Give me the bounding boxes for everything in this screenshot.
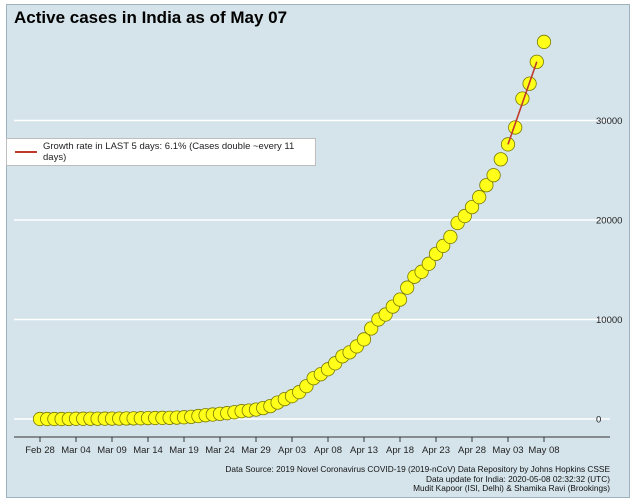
data-point [508, 120, 523, 135]
y-tick-label: 30000 [596, 116, 622, 127]
data-point [464, 199, 480, 215]
x-tick-label: May 03 [492, 445, 523, 456]
x-tick-label: Apr 08 [314, 445, 342, 456]
x-tick-label: Apr 03 [278, 445, 306, 456]
x-tick-label: Feb 28 [25, 445, 55, 456]
data-point [421, 256, 436, 271]
data-point [400, 280, 415, 295]
data-point [536, 34, 552, 49]
caption-credit: Mudit Kapoor (ISI, Delhi) & Shamika Ravi… [413, 483, 610, 493]
x-tick-label: Apr 18 [386, 445, 414, 456]
x-tick-label: Apr 13 [350, 445, 378, 456]
x-tick-label: Mar 14 [133, 445, 163, 456]
y-tick-label: 20000 [596, 216, 622, 227]
x-tick-label: Mar 24 [205, 445, 235, 456]
data-point [479, 178, 494, 193]
data-caption: Data Source: 2019 Novel Coronavirus COVI… [225, 464, 610, 494]
x-tick-label: Apr 28 [458, 445, 486, 456]
y-tick-label: 0 [596, 415, 601, 426]
x-tick-label: Mar 09 [97, 445, 127, 456]
x-tick-label: Mar 29 [241, 445, 271, 456]
chart-title: Active cases in India as of May 07 [14, 8, 288, 27]
data-point [392, 292, 408, 307]
y-tick-label: 10000 [596, 315, 622, 326]
legend: Growth rate in LAST 5 days: 6.1% (Cases … [6, 138, 316, 166]
trend-line [507, 61, 538, 145]
legend-key-line [15, 151, 37, 153]
data-point [493, 152, 508, 167]
legend-label: Growth rate in LAST 5 days: 6.1% (Cases … [43, 141, 295, 163]
x-tick-label: Apr 23 [422, 445, 450, 456]
data-point [443, 229, 458, 245]
caption-source: Data Source: 2019 Novel Coronavirus COVI… [225, 464, 610, 474]
data-point [472, 190, 487, 205]
caption-update: Data update for India: 2020-05-08 02:32:… [425, 473, 610, 484]
x-tick-label: Mar 19 [169, 445, 199, 456]
data-point [356, 332, 372, 347]
data-point [486, 168, 501, 183]
x-tick-label: May 08 [528, 445, 559, 456]
x-tick-label: Mar 04 [61, 445, 91, 456]
